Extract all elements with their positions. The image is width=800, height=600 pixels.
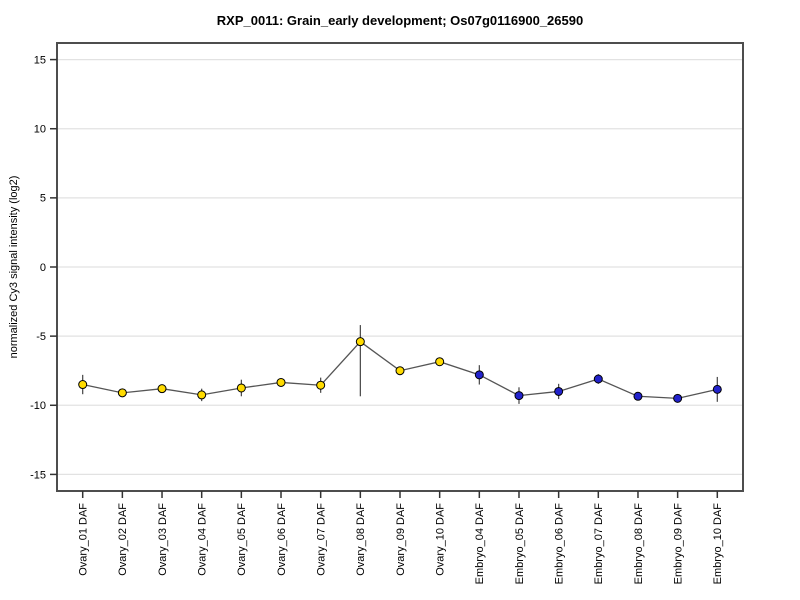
x-tick-label: Embryo_10 DAF (712, 503, 724, 585)
data-point-Embryo_06-DAF (554, 386, 564, 396)
x-tick-label: Ovary_03 DAF (157, 503, 169, 576)
x-tick-label: Embryo_05 DAF (514, 503, 526, 585)
x-tick-label: Embryo_04 DAF (474, 503, 486, 585)
x-tick-label: Embryo_08 DAF (633, 503, 645, 585)
data-point-Ovary_04-DAF (197, 390, 207, 400)
x-tick-label: Ovary_09 DAF (395, 503, 407, 576)
y-tick-label: -15 (30, 469, 46, 481)
x-tick-label: Ovary_06 DAF (276, 503, 288, 576)
y-tick-label: 15 (34, 54, 46, 66)
y-tick-label: 0 (40, 262, 46, 274)
data-point-Ovary_10-DAF (435, 357, 445, 367)
y-tick-label: 5 (40, 193, 46, 205)
data-point-Embryo_04-DAF (474, 370, 484, 380)
data-point-Embryo_05-DAF (514, 391, 524, 401)
data-point-Ovary_05-DAF (236, 383, 246, 393)
data-point-Ovary_03-DAF (157, 384, 167, 394)
x-tick-label: Ovary_01 DAF (78, 503, 90, 576)
data-point-Embryo_10-DAF (712, 384, 722, 394)
data-point-Ovary_01-DAF (78, 380, 88, 390)
data-point-Ovary_07-DAF (316, 380, 326, 390)
x-tick-label: Ovary_07 DAF (316, 503, 328, 576)
x-tick-label: Embryo_09 DAF (672, 503, 684, 585)
data-point-Ovary_02-DAF (117, 388, 127, 398)
x-tick-label: Embryo_06 DAF (554, 503, 566, 585)
x-tick-label: Ovary_10 DAF (435, 503, 447, 576)
y-tick-label: 10 (34, 124, 46, 136)
data-point-Embryo_09-DAF (673, 393, 683, 403)
data-point-Ovary_08-DAF (355, 337, 365, 347)
data-point-Ovary_09-DAF (395, 366, 405, 376)
data-point-Ovary_06-DAF (276, 377, 286, 387)
data-point-Embryo_08-DAF (633, 391, 643, 401)
data-point-Embryo_07-DAF (593, 374, 603, 384)
x-tick-label: Ovary_05 DAF (236, 503, 248, 576)
x-tick-label: Ovary_02 DAF (117, 503, 129, 576)
x-tick-label: Ovary_04 DAF (197, 503, 209, 576)
x-tick-label: Ovary_08 DAF (355, 503, 367, 576)
y-tick-label: -10 (30, 400, 46, 412)
x-tick-label: Embryo_07 DAF (593, 503, 605, 585)
y-tick-label: -5 (36, 331, 46, 343)
chart-title: RXP_0011: Grain_early development; Os07g… (216, 13, 584, 28)
